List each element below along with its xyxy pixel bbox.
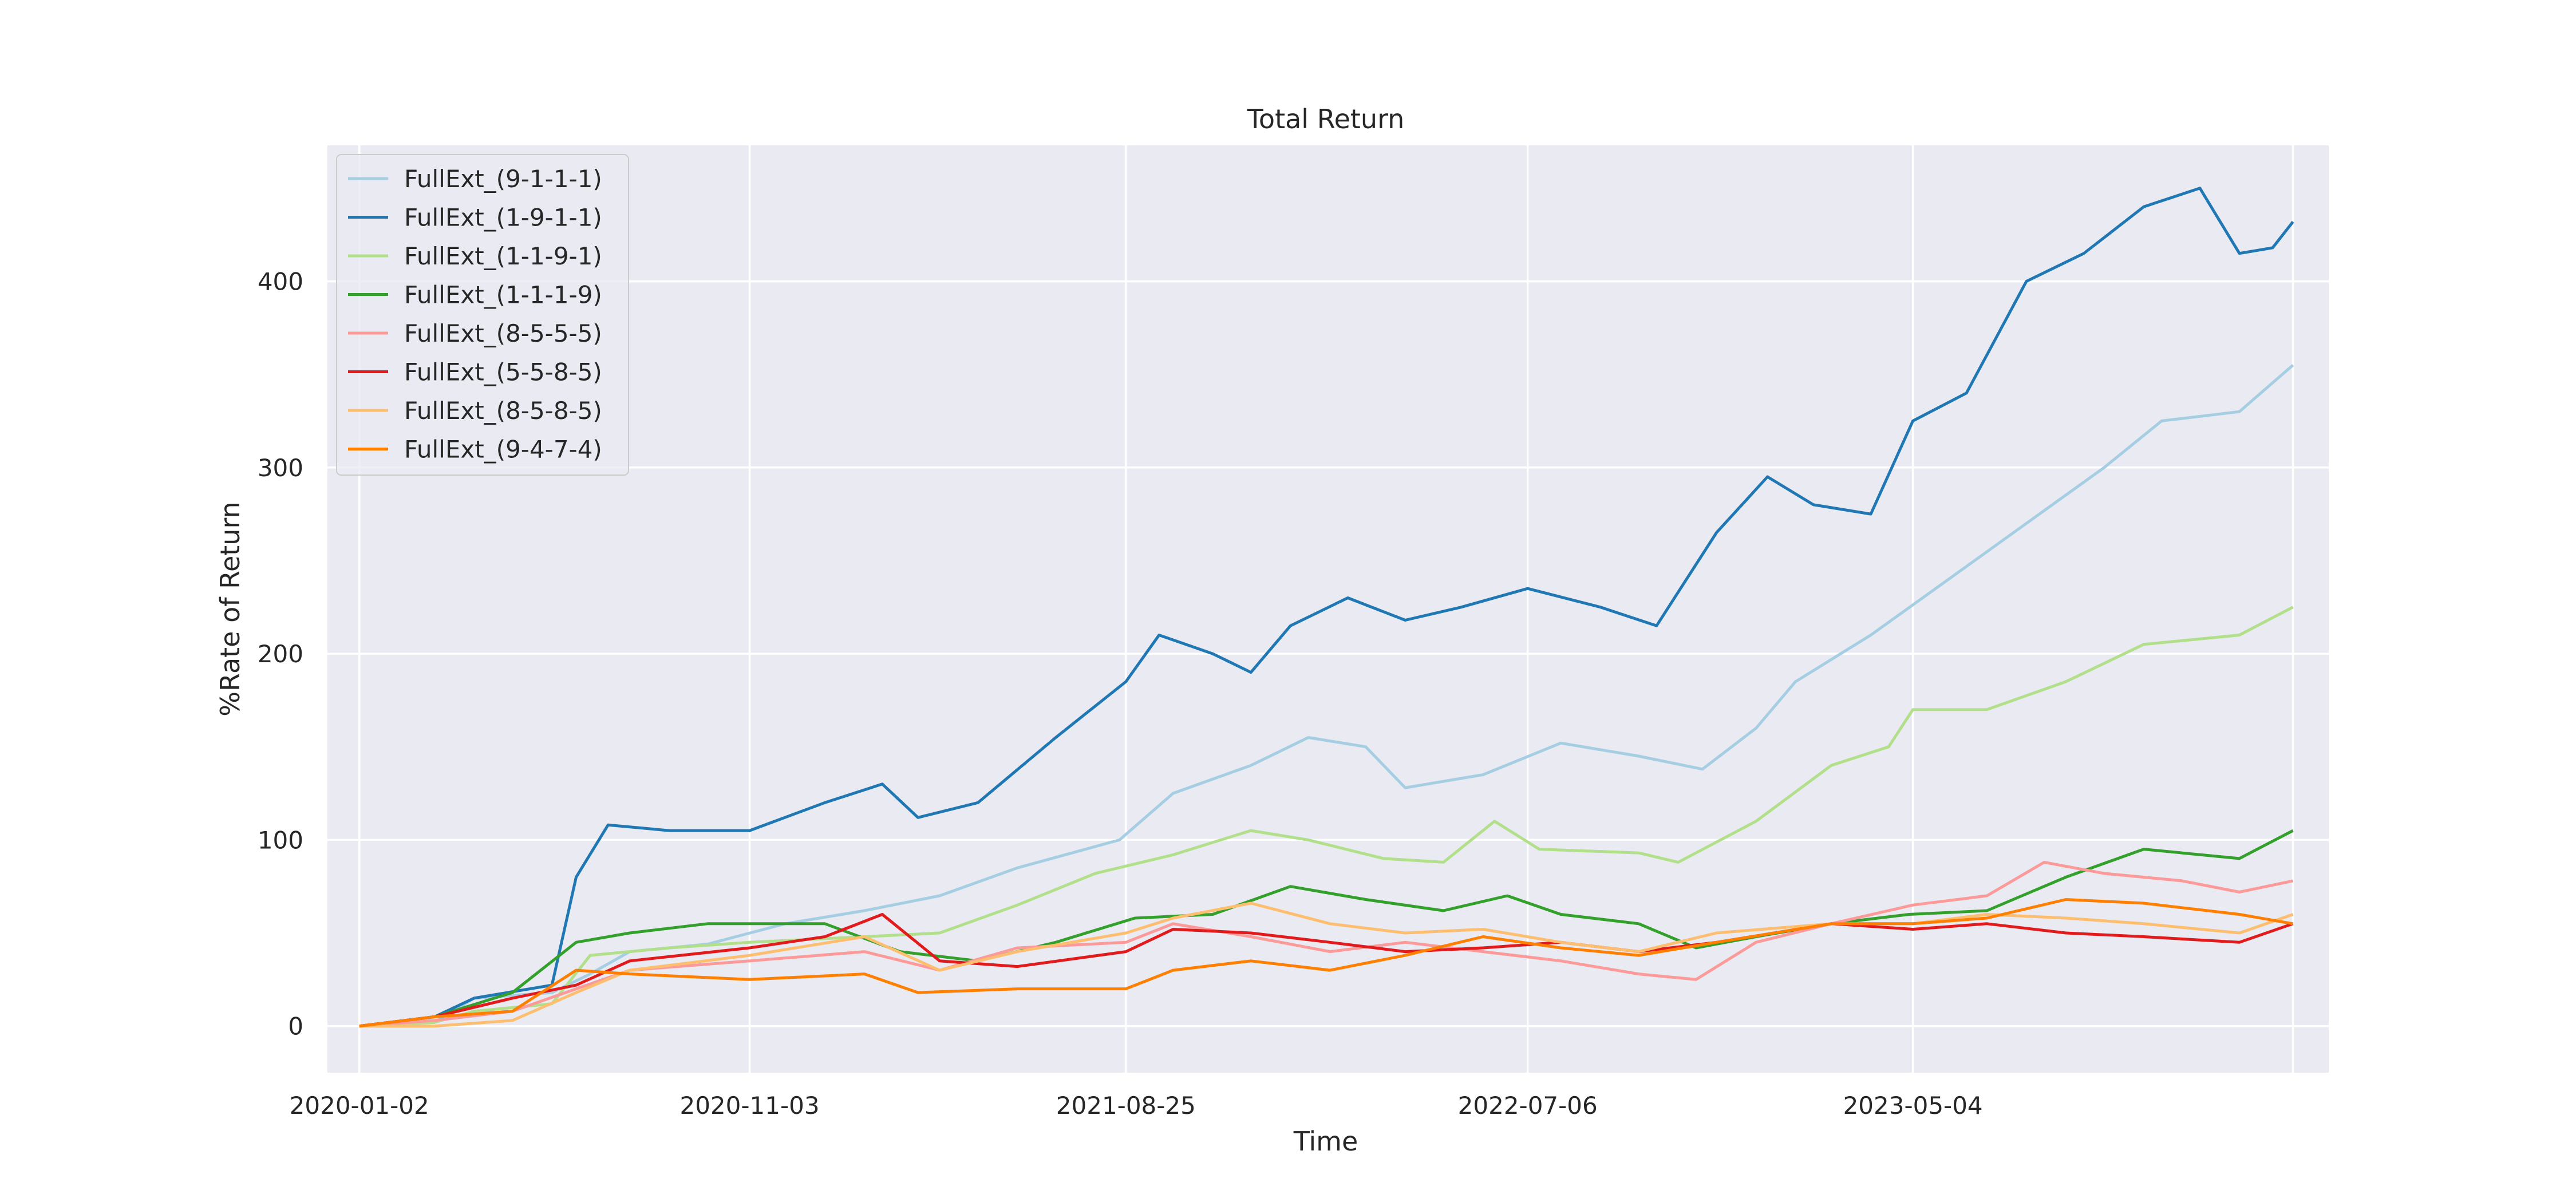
- series-line-7: [359, 902, 2294, 1028]
- x-tick-label: 2023-05-04: [1843, 1092, 1983, 1120]
- legend-label: FullExt_(9-4-7-4): [404, 436, 602, 464]
- grid-lines: [327, 145, 2329, 1073]
- series-line-6: [359, 913, 2294, 1028]
- y-tick-label: 400: [258, 267, 303, 295]
- x-tick-label: 2020-01-02: [290, 1092, 429, 1120]
- x-axis-ticks: 2020-01-02 2020-11-03 2021-08-25 2022-07-06…: [290, 1092, 1983, 1120]
- legend-label: FullExt_(5-5-8-5): [404, 358, 602, 386]
- x-tick-label: 2022-07-06: [1458, 1092, 1598, 1120]
- x-tick-label: 2021-08-25: [1056, 1092, 1196, 1120]
- x-axis-label: Time: [1293, 1126, 1358, 1157]
- legend-label: FullExt_(8-5-8-5): [404, 397, 602, 425]
- series-line-1: [359, 364, 2294, 1028]
- series-lines: [359, 187, 2294, 1028]
- series-line-3: [359, 606, 2294, 1028]
- legend-label: FullExt_(8-5-5-5): [404, 319, 602, 347]
- legend-label: FullExt_(1-9-1-1): [404, 204, 602, 232]
- x-tick-label: 2020-11-03: [679, 1092, 819, 1120]
- series-line-2: [359, 187, 2294, 1028]
- y-tick-label: 200: [258, 640, 303, 668]
- y-tick-label: 0: [288, 1013, 303, 1041]
- y-axis-ticks: 0 100 200 300 400: [258, 267, 303, 1040]
- series-line-5: [359, 860, 2294, 1028]
- y-tick-label: 300: [258, 454, 303, 482]
- legend-label: FullExt_(1-1-9-1): [404, 242, 602, 270]
- chart-title: Total Return: [1247, 104, 1405, 135]
- legend-label: FullExt_(9-1-1-1): [404, 165, 602, 193]
- series-line-8: [359, 898, 2294, 1028]
- legend-box: [336, 154, 629, 476]
- y-tick-label: 100: [258, 826, 303, 854]
- legend-label: FullExt_(1-1-1-9): [404, 281, 602, 309]
- legend: FullExt_(9-1-1-1) FullExt_(1-9-1-1) FullEx…: [336, 154, 629, 476]
- series-line-4: [359, 829, 2294, 1028]
- y-axis-label: %Rate of Return: [215, 501, 246, 716]
